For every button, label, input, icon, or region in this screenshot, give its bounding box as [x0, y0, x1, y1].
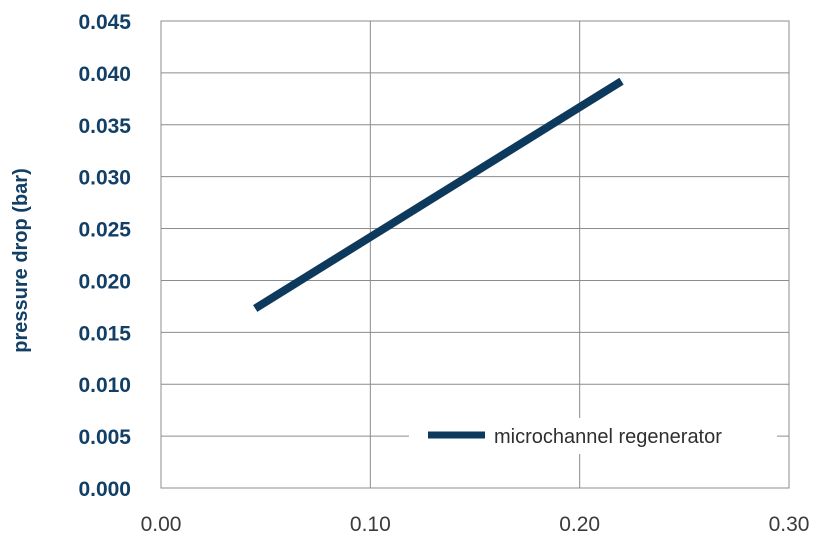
y-tick-label: 0.035 [78, 115, 131, 138]
y-tick-label: 0.040 [78, 63, 131, 86]
y-tick-label: 0.025 [78, 219, 131, 242]
legend: microchannel regenerator [409, 418, 777, 454]
y-tick-label: 0.000 [78, 478, 131, 501]
y-tick-label: 0.015 [78, 322, 131, 345]
x-tick-label: 0.20 [559, 513, 600, 536]
y-tick-label: 0.045 [78, 11, 131, 34]
x-tick-label: 0.30 [769, 513, 810, 536]
x-axis-ticks: 0.00 0.10 0.20 0.30 [141, 513, 810, 536]
y-tick-label: 0.030 [78, 167, 131, 190]
grid-lines [160, 20, 790, 489]
series-group [253, 77, 624, 312]
x-tick-label: 0.10 [350, 513, 391, 536]
y-tick-label: 0.005 [78, 426, 131, 449]
y-tick-label: 0.010 [78, 374, 131, 397]
series-line [253, 77, 624, 312]
y-axis-label: pressure drop (bar) [10, 168, 32, 352]
y-tick-label: 0.020 [78, 270, 131, 293]
legend-label: microchannel regenerator [494, 426, 722, 448]
plot-area [160, 20, 790, 489]
y-axis-ticks: 0.000 0.005 0.010 0.015 0.020 0.025 0.030 0.035… [78, 11, 131, 501]
x-tick-label: 0.00 [141, 513, 182, 536]
